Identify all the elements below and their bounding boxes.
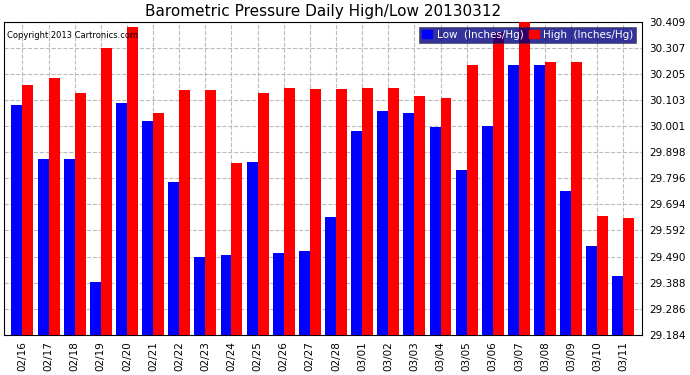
- Bar: [440, 98, 451, 335]
- Bar: [571, 62, 582, 335]
- Bar: [142, 121, 153, 335]
- Bar: [127, 27, 138, 335]
- Bar: [310, 89, 321, 335]
- Bar: [493, 32, 504, 335]
- Bar: [195, 256, 206, 335]
- Text: Copyright 2013 Cartronics.com: Copyright 2013 Cartronics.com: [8, 31, 139, 40]
- Bar: [23, 86, 33, 335]
- Bar: [75, 93, 86, 335]
- Bar: [231, 163, 242, 335]
- Bar: [206, 90, 217, 335]
- Bar: [12, 105, 23, 335]
- Bar: [273, 253, 284, 335]
- Bar: [598, 216, 609, 335]
- Bar: [116, 103, 127, 335]
- Bar: [430, 128, 440, 335]
- Bar: [257, 93, 268, 335]
- Bar: [508, 65, 519, 335]
- Bar: [362, 88, 373, 335]
- Bar: [168, 182, 179, 335]
- Bar: [221, 255, 231, 335]
- Bar: [586, 246, 598, 335]
- Bar: [466, 65, 477, 335]
- Bar: [545, 62, 556, 335]
- Title: Barometric Pressure Daily High/Low 20130312: Barometric Pressure Daily High/Low 20130…: [145, 4, 501, 19]
- Bar: [325, 217, 336, 335]
- Bar: [63, 159, 75, 335]
- Bar: [623, 218, 634, 335]
- Bar: [482, 126, 493, 335]
- Bar: [534, 65, 545, 335]
- Bar: [415, 96, 425, 335]
- Bar: [90, 282, 101, 335]
- Legend: Low  (Inches/Hg), High  (Inches/Hg): Low (Inches/Hg), High (Inches/Hg): [419, 27, 636, 43]
- Bar: [299, 251, 310, 335]
- Bar: [153, 114, 164, 335]
- Bar: [455, 170, 466, 335]
- Bar: [613, 276, 623, 335]
- Bar: [38, 159, 48, 335]
- Bar: [284, 88, 295, 335]
- Bar: [246, 162, 257, 335]
- Bar: [336, 89, 347, 335]
- Bar: [377, 111, 388, 335]
- Bar: [388, 88, 400, 335]
- Bar: [179, 90, 190, 335]
- Bar: [404, 114, 415, 335]
- Bar: [351, 131, 362, 335]
- Bar: [560, 191, 571, 335]
- Bar: [101, 48, 112, 335]
- Bar: [519, 22, 530, 335]
- Bar: [48, 78, 59, 335]
